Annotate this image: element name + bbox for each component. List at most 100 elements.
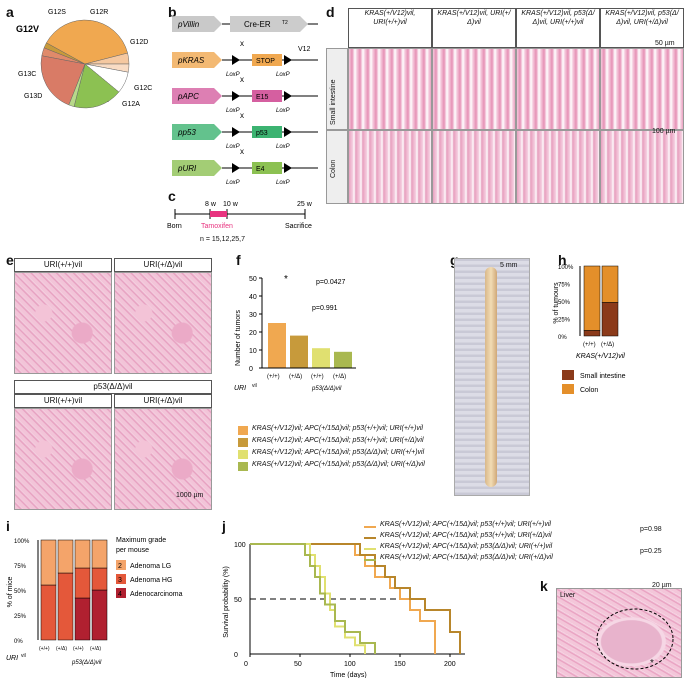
j-ylabel: Survival probability (%) (223, 566, 230, 638)
f-ytick: 10 (249, 348, 257, 355)
f-legend-swatch (238, 462, 248, 471)
i-ytick: 100% (14, 539, 30, 545)
loxp-label: LoxP (226, 144, 240, 150)
i-bar-seg (74, 597, 91, 641)
h-ylabel: % of tumours (553, 282, 560, 324)
panel-label-h: h (558, 252, 567, 268)
f-legend-text: KRAS(+/V12)vil; APC(+/15Δ)vil; p53(Δ/Δ)v… (252, 461, 425, 468)
promoter-pkras (172, 52, 222, 68)
histo-si-1 (348, 48, 432, 130)
cassette-stop (252, 54, 282, 66)
scale-1000um: 1000 µm (176, 492, 204, 499)
f-legend-swatch (238, 450, 248, 459)
histo-e-tl (14, 272, 112, 374)
promoter-label: pURI (177, 164, 197, 173)
histo-si-4 (600, 48, 684, 130)
i-legend-num: 2 (118, 563, 122, 570)
histo-e-br (114, 408, 212, 510)
scale-5mm: 5 mm (500, 262, 518, 269)
pie-label-g13d: G13D (24, 93, 42, 100)
pie-label-g13c: G13C (18, 71, 36, 78)
promoter-puri (172, 160, 222, 176)
h-bar-seg (601, 265, 619, 303)
colon-specimen (485, 267, 497, 487)
j-xtick: 200 (444, 661, 456, 668)
loxp-label: LoxP (226, 108, 240, 114)
i-ytick: 50% (14, 589, 27, 595)
row-label-small-intestine: Small intestine (330, 79, 337, 125)
f-ylabel: Number of tumors (235, 309, 242, 366)
h-bar-seg (601, 302, 619, 337)
h-ytick: 50% (558, 300, 571, 306)
d-col-header-1: KRAS(+/V12)vil, URI(+/+)vil (348, 8, 432, 48)
h-legend: Small intestine (580, 373, 626, 380)
colon-photo (454, 258, 530, 496)
histo-e-tr (114, 272, 212, 374)
v12-label: V12 (298, 46, 311, 53)
j-legend-text: KRAS(+/V12)vil; APC(+/15Δ)vil; p53(Δ/Δ)v… (380, 554, 553, 561)
i-legend-title2: per mouse (116, 547, 149, 554)
h-legend: Colon (580, 387, 598, 394)
pie-chart: G12SG12RG12DG12CG12AOthersG13DG13CG12V (16, 9, 152, 109)
f-bar (334, 351, 352, 368)
panel-label-b: b (168, 4, 177, 20)
j-ytick: 50 (234, 597, 242, 604)
panel-label-a: a (6, 4, 14, 20)
f-xtick: (+/Δ) (289, 374, 302, 380)
f-legend-text: KRAS(+/V12)vil; APC(+/15Δ)vil; p53(+/+)v… (252, 437, 424, 444)
cassette-p53 (252, 126, 282, 138)
j-ytick: 0 (234, 652, 238, 659)
f-p1: p=0.0427 (316, 279, 345, 286)
j-legend-text: KRAS(+/V12)vil; APC(+/15Δ)vil; p53(Δ/Δ)v… (380, 543, 553, 550)
i-bar-seg (91, 539, 108, 569)
row-label-si-box (326, 48, 348, 130)
cross-symbol: x (240, 111, 244, 120)
h-xlabel: KRAS(+/V12)vil (576, 353, 625, 360)
f-xlabel: URI (234, 385, 246, 392)
panel-label-e: e (6, 252, 14, 268)
promoter-pvillin (172, 16, 222, 32)
tumour-location-chart: 0% 25% 50% 75% 100% % of tumours (+/+) (+/Δ) KRA… (553, 265, 626, 394)
j-p2: p=0.25 (640, 548, 662, 555)
i-ytick: 25% (14, 614, 27, 620)
h-ytick: 100% (558, 265, 574, 271)
histo-colon-4 (600, 130, 684, 204)
e-label-tr: URI(+/Δ)vil (114, 258, 212, 272)
scale-20um: 20 µm (652, 582, 672, 589)
e-label-bl: URI(+/+)vil (14, 394, 112, 408)
h-ytick: 25% (558, 318, 571, 324)
promoter-label: pp53 (177, 128, 196, 137)
d-col-header-4: KRAS(+/V12)vil, p53(Δ/Δ)vil, URI(+/Δ)vil (600, 8, 684, 48)
pie-slice-g13d (73, 63, 120, 109)
promoter-label: pVillin (177, 20, 200, 29)
loxp-label: LoxP (226, 180, 240, 186)
d-col-header-3: KRAS(+/V12)vil, p53(Δ/Δ)vil, URI(+/+)vil (516, 8, 600, 48)
j-legend-line (364, 559, 376, 561)
panel-label-d: d (326, 4, 335, 20)
pie-label-g12c: G12C (134, 85, 152, 92)
pie-label-g12a: G12A (122, 101, 140, 108)
promoter-papc (172, 88, 222, 104)
h-xtick: (+/Δ) (601, 342, 614, 348)
pie-slice-g12v (40, 55, 86, 106)
f-star: * (284, 274, 288, 285)
histo-colon-2 (432, 130, 516, 204)
grade-bar-chart: 0% 25% 50% 75% 100% % of mice (+/+) (+/Δ) (+/+) (… (6, 537, 183, 666)
j-p1: p=0.98 (640, 526, 662, 533)
f-ytick: 30 (249, 312, 257, 319)
cassette-label: E15 (256, 94, 269, 101)
k-star: * (650, 658, 654, 669)
loxp-label: LoxP (276, 72, 290, 78)
h-bar-seg (583, 265, 601, 331)
i-legend-text: Adenocarcinoma (130, 591, 183, 598)
tl-25w: 25 w (297, 201, 313, 208)
j-xlabel: Time (days) (330, 672, 367, 678)
i-xtick: (+/Δ) (90, 646, 101, 652)
loxp-label: LoxP (276, 180, 290, 186)
histo-colon-1 (348, 130, 432, 204)
f-bar (268, 323, 286, 368)
f-xtick: (+/+) (267, 374, 280, 380)
cassette-e15 (252, 90, 282, 102)
cross-symbol: x (240, 147, 244, 156)
j-survival-line (250, 543, 366, 654)
